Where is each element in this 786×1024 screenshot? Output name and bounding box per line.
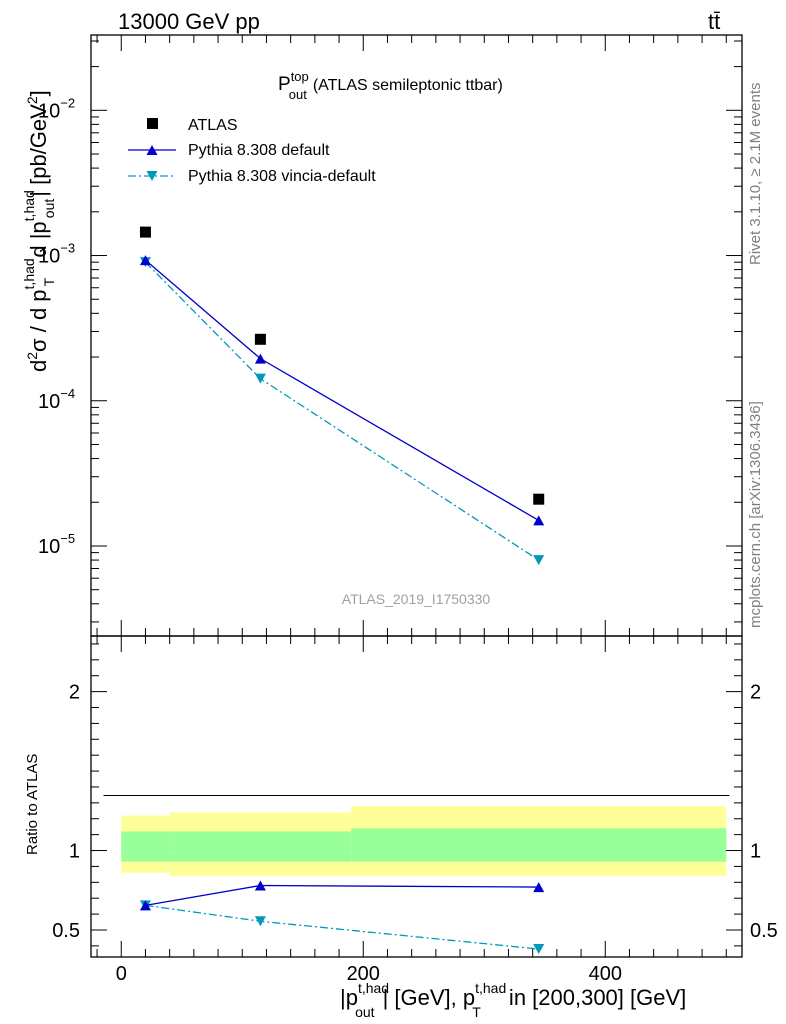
main-y-tick-label: 10−4 xyxy=(38,386,75,413)
x-tick-label: 200 xyxy=(347,963,380,985)
ratio-series-layer xyxy=(139,880,545,955)
ratio-band-green xyxy=(121,831,170,862)
x-tick-label: 400 xyxy=(589,963,622,985)
ratio-y-tick-label-right: 1 xyxy=(750,841,761,863)
vincia-ratio-point xyxy=(533,944,545,955)
ratio-band-green xyxy=(169,831,352,862)
legend: ATLAS Pythia 8.308 default Pythia 8.308 … xyxy=(128,117,376,185)
vincia-main-point xyxy=(533,555,545,566)
process-label: tt̄ xyxy=(708,9,720,34)
vincia-ratio-line xyxy=(145,904,539,950)
default-main-point xyxy=(139,255,151,266)
default-ratio-line xyxy=(145,884,539,906)
default-main-line xyxy=(145,259,540,521)
main-series-layer xyxy=(139,226,545,566)
ratio-y-tick-label-right: 2 xyxy=(750,682,761,704)
ratio-axis-ticks xyxy=(91,636,742,957)
vincia-main-line xyxy=(144,261,540,561)
legend-label-default: Pythia 8.308 default xyxy=(188,142,330,159)
main-y-tick-label: 10−3 xyxy=(38,241,75,268)
legend-label-atlas: ATLAS xyxy=(188,117,238,134)
legend-marker-default xyxy=(146,145,158,155)
legend-marker-atlas xyxy=(147,118,158,129)
main-y-tick-label: 10−2 xyxy=(38,95,75,122)
default-ratio-point xyxy=(533,882,545,893)
legend-marker-vincia xyxy=(146,171,158,181)
rivet-label: Rivet 3.1.10, ≥ 2.1M events xyxy=(747,83,764,266)
atlas-main-point xyxy=(139,226,151,238)
analysis-watermark: ATLAS_2019_I1750330 xyxy=(342,591,491,607)
ratio-band-green xyxy=(351,828,727,862)
default-ratio-point xyxy=(254,880,266,891)
atlas-main-point xyxy=(533,493,545,505)
main-y-tick-labels: 10−5 10−4 10−3 10−2 xyxy=(38,95,75,558)
ratio-tick-labels: 0.5 0.5 1 1 2 2 0 200 400 xyxy=(52,682,778,985)
legend-label-vincia: Pythia 8.308 vincia-default xyxy=(188,168,376,185)
vincia-main-point xyxy=(254,373,266,384)
main-y-axis-label: d2σ / d pt,had T d |pt,had out| [pb/GeV2] xyxy=(21,90,57,372)
ratio-y-axis-label: Ratio to ATLAS xyxy=(24,754,41,855)
vincia-ratio-point xyxy=(254,916,266,927)
ratio-panel-frame xyxy=(90,635,743,958)
main-y-tick-label: 10−5 xyxy=(38,531,75,558)
default-main-point xyxy=(254,353,266,364)
x-axis-label: |pt,had out| [GeV], pt,had T in [200,300] … xyxy=(340,980,686,1020)
default-main-point xyxy=(533,515,545,526)
energy-label: 13000 GeV pp xyxy=(118,9,260,34)
ratio-y-tick-label-left: 2 xyxy=(69,682,80,704)
ratio-y-tick-label-right: 0.5 xyxy=(750,920,778,942)
atlas-main-point xyxy=(254,333,266,345)
default-ratio-point xyxy=(139,900,151,911)
ratio-y-tick-label-left: 1 xyxy=(69,841,80,863)
x-tick-label: 0 xyxy=(116,963,127,985)
ratio-y-tick-label-left: 0.5 xyxy=(52,920,80,942)
mcplots-label: mcplots.cern.ch [arXiv:1306.3436] xyxy=(747,401,764,628)
main-title: Ptop out(ATLAS semileptonic ttbar) xyxy=(278,69,503,102)
main-axis-ticks xyxy=(91,35,742,636)
ratio-uncertainty-bands xyxy=(121,806,727,876)
